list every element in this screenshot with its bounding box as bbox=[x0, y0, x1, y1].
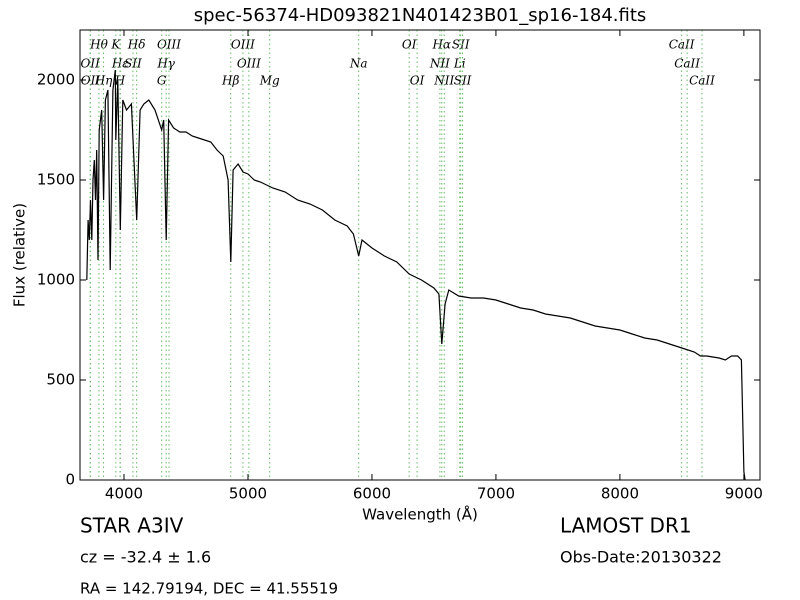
spectral-line-label: CaII bbox=[669, 38, 695, 52]
plot-frame bbox=[79, 29, 761, 481]
spectrum-line bbox=[86, 69, 746, 481]
spectral-line-label: Hη bbox=[94, 74, 113, 88]
x-tick-label: 4000 bbox=[105, 485, 143, 503]
spectral-line-label: OIII bbox=[157, 38, 181, 52]
y-tick-label: 2000 bbox=[37, 71, 75, 89]
spectral-line-label: Hβ bbox=[221, 74, 239, 88]
coordinates: RA = 142.79194, DEC = 41.55519 bbox=[80, 580, 338, 598]
spectral-line-label: OI bbox=[402, 38, 417, 52]
spectral-line-label: Hδ bbox=[127, 38, 146, 52]
object-class: STAR A3IV bbox=[80, 514, 184, 538]
x-tick-label: 9000 bbox=[725, 485, 763, 503]
y-tick-label: 0 bbox=[65, 471, 75, 489]
chart-title: spec-56374-HD093821N401423B01_sp16-184.f… bbox=[194, 5, 647, 26]
spectral-line-label: G bbox=[157, 74, 167, 88]
spectral-line-label: CaII bbox=[674, 57, 700, 71]
redshift: cz = -32.4 ± 1.6 bbox=[80, 548, 211, 567]
survey: LAMOST DR1 bbox=[560, 514, 692, 538]
spectral-line-label: OI bbox=[410, 74, 425, 88]
spectral-line-label: K bbox=[110, 38, 121, 52]
y-tick-label: 1000 bbox=[37, 271, 75, 289]
x-tick-label: 7000 bbox=[477, 485, 515, 503]
spectral-line-label: CaII bbox=[689, 74, 715, 88]
spectral-line-label: H bbox=[114, 74, 126, 88]
spectral-line-label: NII bbox=[433, 74, 454, 88]
spectral-line-label: Hε bbox=[111, 57, 129, 71]
spectral-line-label: SII bbox=[452, 38, 470, 52]
spectral-line-label: Li bbox=[453, 57, 466, 71]
spectral-line-label: Mg bbox=[259, 74, 280, 88]
x-tick-label: 8000 bbox=[601, 485, 639, 503]
spectral-line-label: Hγ bbox=[156, 57, 175, 71]
spectral-line-label: OIII bbox=[237, 57, 261, 71]
spectral-line-label: Na bbox=[349, 57, 368, 71]
spectral-line-label: SII bbox=[454, 74, 472, 88]
spectral-line-label: OII bbox=[81, 57, 101, 71]
x-tick-label: 5000 bbox=[229, 485, 267, 503]
x-tick-label: 6000 bbox=[353, 485, 391, 503]
spectral-line-label: Hα bbox=[431, 38, 451, 52]
y-tick-label: 500 bbox=[46, 371, 75, 389]
spectral-line-label: OII bbox=[81, 74, 101, 88]
spectral-line-label: NII bbox=[429, 57, 450, 71]
x-axis-label: Wavelength (Å) bbox=[362, 505, 478, 524]
y-tick-label: 1500 bbox=[37, 171, 75, 189]
spectral-line-label: SII bbox=[124, 57, 142, 71]
spectral-line-label: OIII bbox=[231, 38, 255, 52]
spectral-line-label: Hθ bbox=[89, 38, 108, 52]
y-axis-label: Flux (relative) bbox=[11, 203, 29, 307]
obs-date: Obs-Date:20130322 bbox=[560, 548, 722, 567]
